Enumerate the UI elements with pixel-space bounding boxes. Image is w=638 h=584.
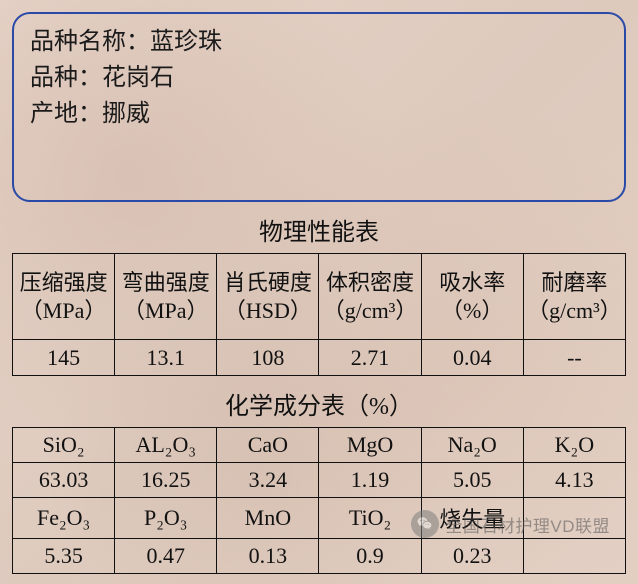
info-box: 品种名称： 蓝珍珠 品种： 花岗石 产地： 挪威 bbox=[12, 12, 626, 202]
info-row-origin: 产地： 挪威 bbox=[30, 96, 608, 132]
phys-value-cell: 0.04 bbox=[421, 340, 523, 376]
phys-header-cell: 压缩强度（MPa） bbox=[13, 254, 115, 340]
chem-label-cell: AL₂O₃ bbox=[115, 428, 217, 463]
phys-value-cell: 13.1 bbox=[115, 340, 217, 376]
chemical-table: SiO₂ AL₂O₃ CaO MgO Na₂O K₂O 63.03 16.25 … bbox=[12, 427, 626, 574]
phys-value-cell: 145 bbox=[13, 340, 115, 376]
chem-label-cell: SiO₂ bbox=[13, 428, 115, 463]
info-label: 品种名称： bbox=[30, 24, 150, 60]
chem-value-cell: 16.25 bbox=[115, 463, 217, 498]
phys-header-cell: 肖氏硬度（HSD） bbox=[217, 254, 319, 340]
info-row-variety: 品种： 花岗石 bbox=[30, 60, 608, 96]
info-row-name: 品种名称： 蓝珍珠 bbox=[30, 24, 608, 60]
chem-value-cell: 0.13 bbox=[217, 539, 319, 574]
chem-value-cell: 0.9 bbox=[319, 539, 421, 574]
chem-label-cell: CaO bbox=[217, 428, 319, 463]
chem-label-row-2: Fe₂O₃ P₂O₃ MnO TiO₂ 烧失量 bbox=[13, 498, 626, 539]
chemical-table-title: 化学成分表（%） bbox=[12, 386, 626, 421]
chem-label-cell: P₂O₃ bbox=[115, 498, 217, 539]
chem-label-cell: 烧失量 bbox=[421, 498, 523, 539]
chem-label-cell bbox=[523, 498, 625, 539]
chem-label-cell: MnO bbox=[217, 498, 319, 539]
physical-header-row: 压缩强度（MPa） 弯曲强度（MPa） 肖氏硬度（HSD） 体积密度（g/cm³… bbox=[13, 254, 626, 340]
phys-header-cell: 耐磨率（g/cm³） bbox=[523, 254, 625, 340]
phys-value-cell: 108 bbox=[217, 340, 319, 376]
chem-value-cell: 1.19 bbox=[319, 463, 421, 498]
chem-value-row-1: 63.03 16.25 3.24 1.19 5.05 4.13 bbox=[13, 463, 626, 498]
physical-value-row: 145 13.1 108 2.71 0.04 -- bbox=[13, 340, 626, 376]
info-value: 挪威 bbox=[102, 96, 150, 132]
info-label: 品种： bbox=[30, 60, 102, 96]
physical-table: 压缩强度（MPa） 弯曲强度（MPa） 肖氏硬度（HSD） 体积密度（g/cm³… bbox=[12, 253, 626, 376]
info-label: 产地： bbox=[30, 96, 102, 132]
chem-label-row-1: SiO₂ AL₂O₃ CaO MgO Na₂O K₂O bbox=[13, 428, 626, 463]
chem-label-cell: MgO bbox=[319, 428, 421, 463]
phys-value-cell: 2.71 bbox=[319, 340, 421, 376]
phys-header-cell: 弯曲强度（MPa） bbox=[115, 254, 217, 340]
phys-value-cell: -- bbox=[523, 340, 625, 376]
chem-label-cell: TiO₂ bbox=[319, 498, 421, 539]
chem-label-cell: Na₂O bbox=[421, 428, 523, 463]
chem-label-cell: K₂O bbox=[523, 428, 625, 463]
chem-value-cell: 5.35 bbox=[13, 539, 115, 574]
chem-value-cell: 63.03 bbox=[13, 463, 115, 498]
chem-label-cell: Fe₂O₃ bbox=[13, 498, 115, 539]
chem-value-cell bbox=[523, 539, 625, 574]
phys-header-cell: 吸水率（%） bbox=[421, 254, 523, 340]
info-value: 蓝珍珠 bbox=[150, 24, 222, 60]
chem-value-cell: 0.23 bbox=[421, 539, 523, 574]
chem-value-cell: 3.24 bbox=[217, 463, 319, 498]
info-value: 花岗石 bbox=[102, 60, 174, 96]
chem-value-row-2: 5.35 0.47 0.13 0.9 0.23 bbox=[13, 539, 626, 574]
chem-value-cell: 0.47 bbox=[115, 539, 217, 574]
physical-table-title: 物理性能表 bbox=[12, 212, 626, 247]
chem-value-cell: 4.13 bbox=[523, 463, 625, 498]
phys-header-cell: 体积密度（g/cm³） bbox=[319, 254, 421, 340]
chem-value-cell: 5.05 bbox=[421, 463, 523, 498]
